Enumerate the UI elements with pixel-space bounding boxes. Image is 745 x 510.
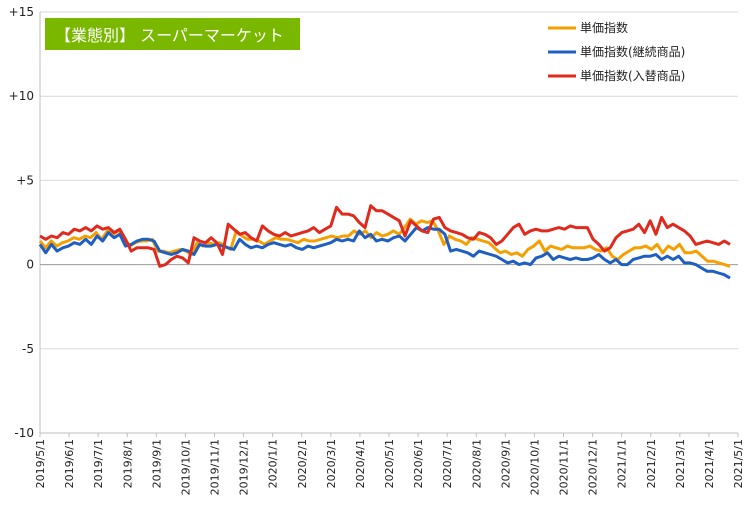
x-tick-label: 2020/6/1	[412, 439, 425, 488]
x-tick-label: 2021/4/1	[703, 439, 716, 488]
x-axis-ticks: 2019/5/1 2019/6/1 2019/7/1 2019/8/1 2019/9/1…	[34, 432, 745, 495]
x-tick-label: 2019/8/1	[121, 439, 134, 488]
series-line-2	[38, 226, 731, 280]
x-tick-label: 2019/9/1	[150, 439, 163, 488]
x-tick-label: 2019/7/1	[92, 439, 105, 488]
series-line-3	[39, 204, 731, 268]
x-tick-label: 2020/8/1	[470, 439, 483, 488]
x-tick-label: 2020/3/1	[325, 439, 338, 488]
x-tick-label: 2020/7/1	[441, 439, 454, 488]
legend-label-3: 単価指数(入替商品)	[580, 68, 685, 83]
y-tick-label: +5	[16, 173, 34, 187]
x-tick-label: 2020/11/1	[558, 439, 571, 495]
y-tick-label: +15	[9, 5, 34, 19]
x-tick-label: 2019/5/1	[34, 439, 47, 488]
y-tick-label: 0	[26, 258, 34, 272]
x-tick-label: 2021/1/1	[616, 439, 629, 488]
y-tick-label: -5	[22, 342, 34, 356]
series-line-1	[38, 217, 731, 268]
x-tick-label: 2020/10/1	[528, 439, 541, 495]
x-tick-label: 2020/12/1	[587, 439, 600, 495]
x-tick-label: 2021/3/1	[674, 439, 687, 488]
x-tick-label: 2021/2/1	[645, 439, 658, 488]
legend-label-2: 単価指数(継続商品)	[580, 44, 685, 59]
x-tick-label: 2020/5/1	[383, 439, 396, 488]
x-tick-label: 2019/12/1	[238, 439, 251, 495]
y-tick-label: -10	[14, 426, 34, 440]
y-tick-label: +10	[9, 89, 34, 103]
x-tick-label: 2020/1/1	[267, 439, 280, 488]
y-axis-ticks: +15 +10 +5 0 -5 -10	[9, 5, 34, 440]
x-tick-label: 2020/2/1	[296, 439, 309, 488]
series-lines	[38, 204, 731, 280]
legend-label-1: 単価指数	[580, 20, 628, 35]
chart-title: 【業態別】 スーパーマーケット	[45, 18, 300, 50]
x-tick-label: 2020/4/1	[354, 439, 367, 488]
x-tick-label: 2019/6/1	[63, 439, 76, 488]
x-tick-label: 2019/11/1	[209, 439, 222, 495]
x-tick-label: 2019/10/1	[179, 439, 192, 495]
x-tick-label: 2021/5/1	[732, 439, 745, 488]
x-tick-label: 2020/9/1	[499, 439, 512, 488]
